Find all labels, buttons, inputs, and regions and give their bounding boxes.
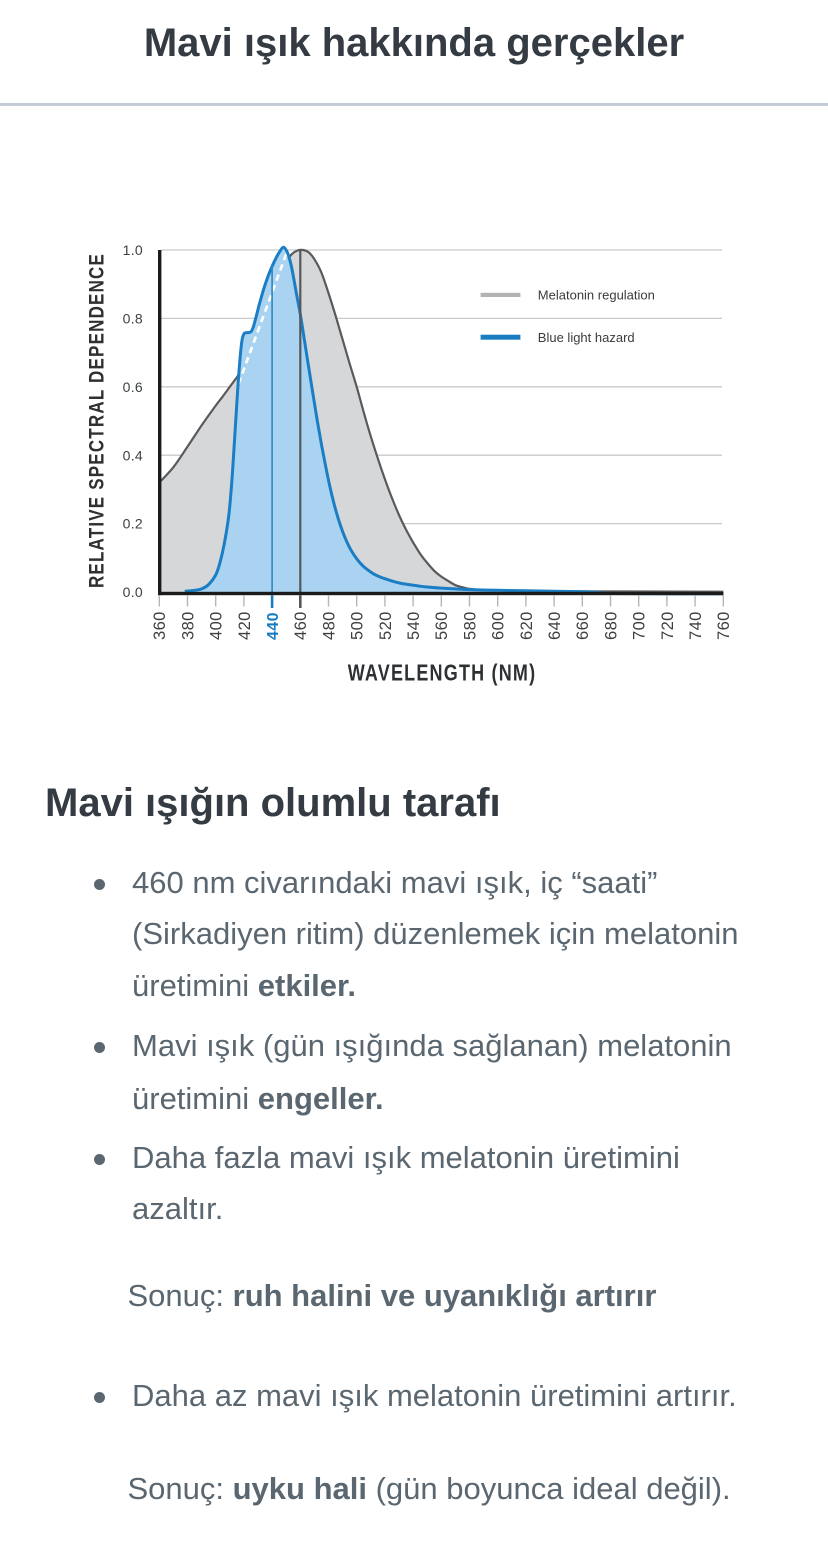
svg-text:0.4: 0.4 [123, 447, 143, 463]
svg-text:560: 560 [433, 611, 451, 640]
svg-text:1.0: 1.0 [123, 242, 143, 258]
svg-text:WAVELENGTH (NM): WAVELENGTH (NM) [348, 661, 537, 687]
svg-text:580: 580 [461, 611, 479, 640]
svg-text:480: 480 [320, 611, 338, 640]
svg-text:460: 460 [292, 611, 310, 640]
svg-text:0.2: 0.2 [123, 516, 143, 532]
svg-text:0.8: 0.8 [123, 311, 143, 327]
svg-text:740: 740 [687, 611, 705, 640]
svg-text:RELATIVE SPECTRAL DEPENDENCE: RELATIVE SPECTRAL DEPENDENCE [85, 253, 109, 588]
svg-text:400: 400 [208, 611, 226, 640]
svg-text:0.6: 0.6 [123, 379, 143, 395]
svg-text:440: 440 [265, 612, 282, 640]
svg-text:0.0: 0.0 [123, 584, 143, 600]
svg-text:500: 500 [349, 611, 367, 640]
svg-text:720: 720 [659, 611, 677, 640]
svg-text:540: 540 [405, 611, 423, 640]
svg-text:380: 380 [179, 611, 197, 640]
svg-text:Blue light hazard: Blue light hazard [538, 330, 635, 345]
svg-text:700: 700 [631, 611, 649, 640]
svg-text:640: 640 [546, 611, 564, 640]
svg-text:620: 620 [518, 611, 536, 640]
svg-text:360: 360 [151, 611, 169, 640]
svg-text:520: 520 [377, 611, 395, 640]
svg-text:660: 660 [574, 611, 592, 640]
svg-text:Melatonin regulation: Melatonin regulation [538, 288, 655, 303]
svg-text:680: 680 [602, 611, 620, 640]
svg-text:420: 420 [236, 611, 254, 640]
svg-text:760: 760 [715, 611, 733, 640]
svg-text:600: 600 [490, 611, 508, 640]
